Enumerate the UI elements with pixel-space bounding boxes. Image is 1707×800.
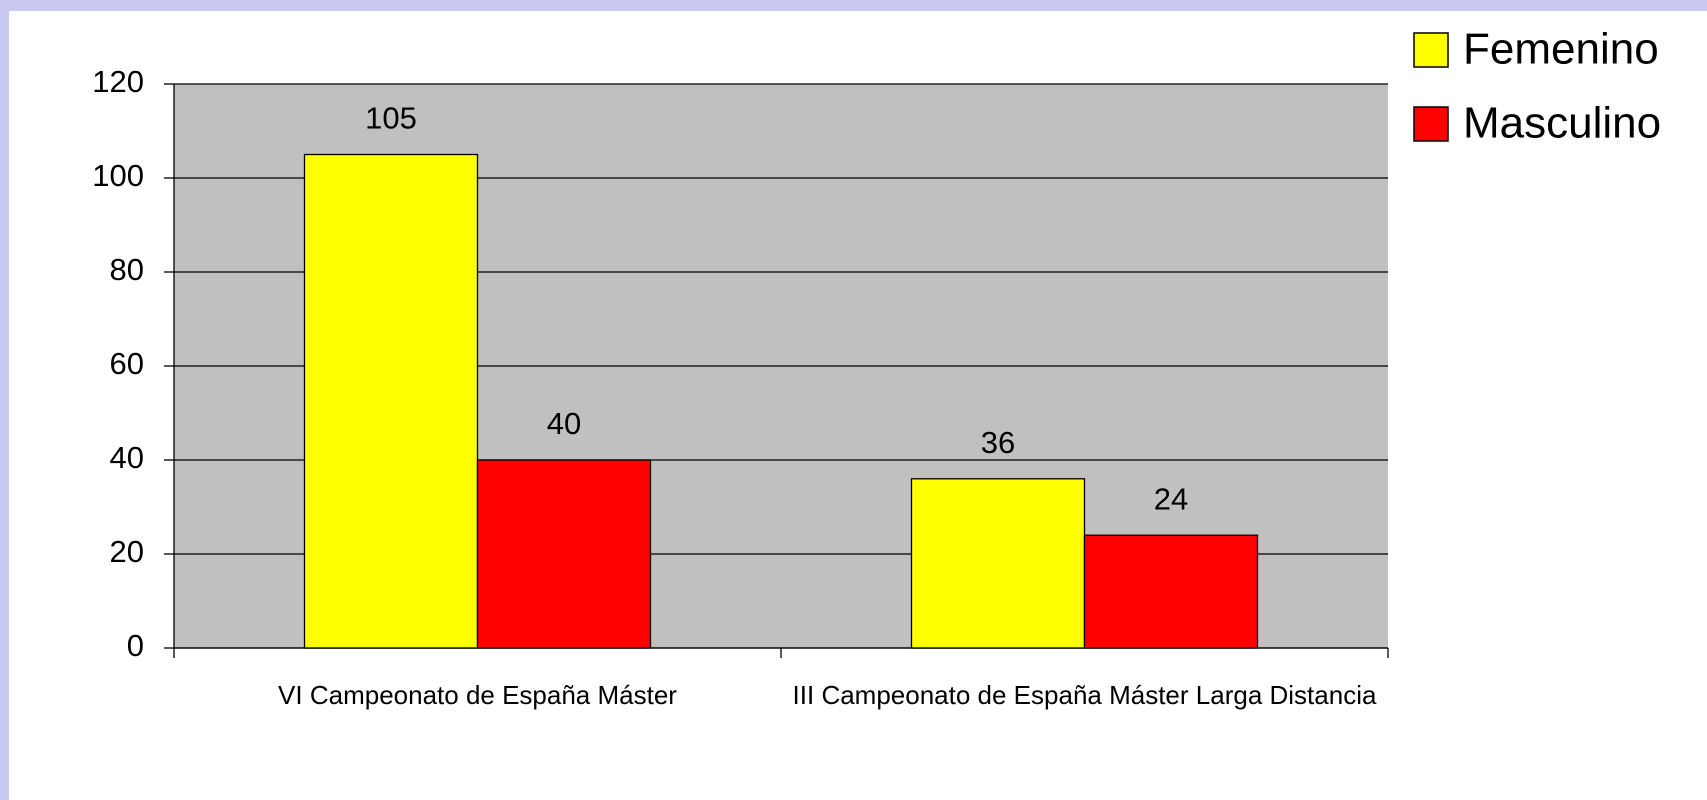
legend-swatch [1413,106,1449,142]
y-tick-label: 40 [110,440,144,475]
y-tick-label: 80 [110,252,144,287]
data-label: 24 [1154,481,1188,516]
data-label: 36 [981,425,1015,460]
bar [910,478,1086,649]
y-tick-label: 100 [92,158,144,193]
y-tick-label: 20 [110,534,144,569]
bar [1083,534,1259,649]
data-label: 105 [365,101,417,136]
x-tick-label: VI Campeonato de España Máster [278,680,677,710]
x-tick-label: III Campeonato de España Máster Larga Di… [792,680,1377,710]
data-label: 40 [547,406,581,441]
legend-swatch [1413,32,1449,68]
legend-label: Masculino [1463,99,1661,148]
bar [303,153,479,649]
legend-label: Femenino [1463,25,1659,74]
bar [476,459,652,649]
y-tick-label: 0 [127,628,144,663]
y-tick-label: 120 [92,64,144,99]
y-tick-label: 60 [110,346,144,381]
